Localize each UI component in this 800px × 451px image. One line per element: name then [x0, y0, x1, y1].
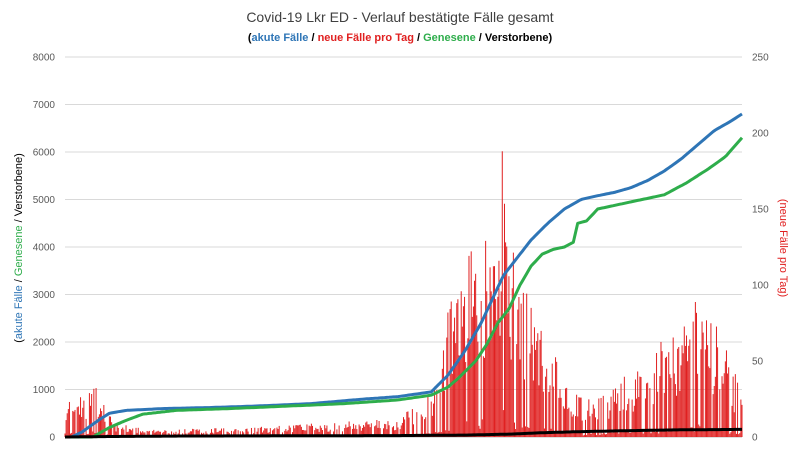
label-part-5: Verstorbene: [13, 157, 25, 216]
label-part-3: neue Fälle pro Tag: [318, 32, 414, 44]
chart-subtitle: (akute Fälle / neue Fälle pro Tag / Gene…: [248, 32, 553, 44]
left-tick-5000: 5000: [33, 195, 56, 206]
left-tick-7000: 7000: [33, 100, 56, 111]
left-axis-ticks: 0 1000 2000 3000 4000 5000 6000 7000 8000: [33, 53, 56, 444]
series-line-1: [65, 136, 744, 439]
left-tick-6000: 6000: [33, 148, 56, 159]
left-axis-title: (akute Fälle / Genesene / Verstorbene): [13, 153, 25, 343]
right-tick-100: 100: [752, 281, 769, 292]
right-tick-0: 0: [752, 433, 758, 444]
series-line-2: [65, 427, 742, 439]
label-part-4: /: [414, 32, 423, 44]
series-line-0: [65, 112, 743, 439]
right-tick-250: 250: [752, 53, 769, 64]
right-tick-150: 150: [752, 205, 769, 216]
label-part-5: Genesene: [423, 32, 476, 44]
label-part-3: Genesene: [13, 225, 25, 276]
label-part-4: /: [13, 216, 25, 225]
left-tick-1000: 1000: [33, 385, 56, 396]
left-tick-8000: 8000: [33, 53, 56, 64]
label-part-7: Verstorbene: [485, 32, 549, 44]
left-tick-4000: 4000: [33, 243, 56, 254]
label-part-1: akute Fälle: [252, 32, 309, 44]
label-part-0: (: [248, 32, 252, 44]
daily-cases-bars: [64, 151, 743, 437]
label-part-8: ): [548, 32, 552, 44]
right-tick-200: 200: [752, 129, 769, 140]
label-part-1: akute Fälle: [13, 285, 25, 339]
right-tick-50: 50: [752, 357, 764, 368]
series-lines: [65, 112, 744, 439]
left-tick-3000: 3000: [33, 290, 56, 301]
right-axis-ticks: 0 50 100 150 200 250: [752, 53, 769, 444]
right-axis-title: (neue Fälle pro Tag): [777, 199, 789, 297]
left-tick-2000: 2000: [33, 338, 56, 349]
chart-title: Covid-19 Lkr ED - Verlauf bestätigte Fäl…: [246, 9, 553, 25]
label-part-6: ): [13, 153, 25, 157]
label-part-2: /: [13, 276, 25, 285]
label-part-2: /: [308, 32, 317, 44]
gridlines: [65, 56, 742, 438]
label-part-6: /: [476, 32, 485, 44]
left-tick-0: 0: [49, 433, 55, 444]
label-part-0: (: [13, 339, 25, 343]
